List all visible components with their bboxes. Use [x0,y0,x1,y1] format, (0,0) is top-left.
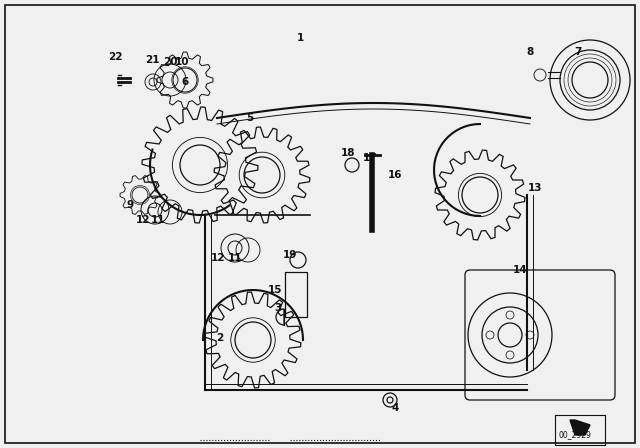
Text: 6: 6 [181,77,189,87]
Text: 17: 17 [363,153,378,163]
Text: 1: 1 [296,33,303,43]
Bar [285,272,307,317]
Text: 9: 9 [127,200,134,210]
Text: 16: 16 [388,170,403,180]
Text: 4: 4 [391,403,399,413]
Text: 12: 12 [211,253,225,263]
Text: 8: 8 [526,47,534,57]
Text: 20: 20 [163,57,177,67]
Text: 22: 22 [108,52,122,62]
Text: 5: 5 [246,113,253,123]
Text: 11: 11 [228,253,243,263]
Text: 18: 18 [340,148,355,158]
Text: 10: 10 [175,57,189,67]
Text: 15: 15 [268,285,282,295]
Text: 2: 2 [216,333,223,343]
Text: 19: 19 [283,250,297,260]
Text: 7: 7 [574,47,582,57]
Text: 12: 12 [136,215,150,225]
Text: 14: 14 [513,265,527,275]
Polygon shape [570,420,590,435]
Text: 13: 13 [528,183,542,193]
Text: 11: 11 [151,215,165,225]
Text: 3: 3 [275,303,282,313]
Text: 00_2929: 00_2929 [559,431,591,439]
Text: 21: 21 [145,55,159,65]
